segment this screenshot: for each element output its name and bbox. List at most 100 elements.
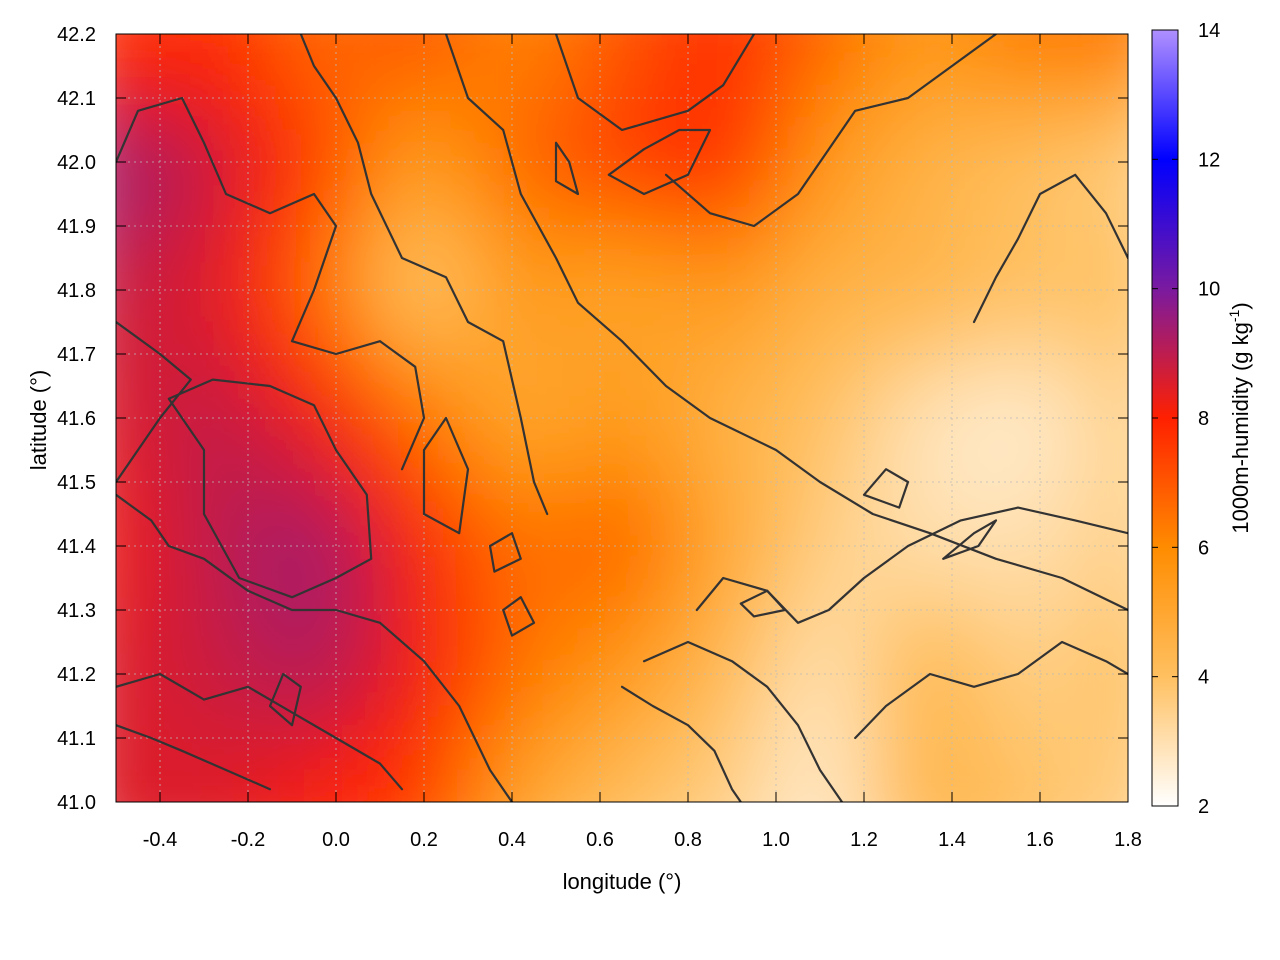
heatmap-cell xyxy=(577,545,601,579)
heatmap-cell xyxy=(467,321,491,355)
heatmap-cell xyxy=(555,385,579,419)
contour-line xyxy=(422,416,470,535)
heatmap-cell xyxy=(929,161,953,195)
heatmap-cell xyxy=(555,34,579,35)
heatmap-cell xyxy=(973,257,997,291)
heatmap-cell xyxy=(731,193,755,227)
heatmap-cell xyxy=(555,577,579,611)
heatmap-cell xyxy=(247,97,271,131)
heatmap-cell xyxy=(181,673,205,707)
heatmap-cell xyxy=(885,257,909,291)
heatmap-cell xyxy=(907,641,931,675)
heatmap-cell xyxy=(643,609,667,643)
heatmap-cell xyxy=(72,834,95,867)
heatmap-cell xyxy=(423,705,447,739)
y-tick-label: 41.8 xyxy=(57,280,96,302)
heatmap-cell xyxy=(159,481,183,515)
contour-line xyxy=(972,173,1128,324)
heatmap-cell xyxy=(137,289,161,323)
heatmap-cell xyxy=(885,321,909,355)
heatmap-cell xyxy=(467,513,491,547)
contour-line xyxy=(739,589,786,618)
heatmap-cell xyxy=(1017,225,1041,259)
heatmap-cell xyxy=(885,737,909,771)
heatmap-cell xyxy=(226,0,249,3)
heatmap-cell xyxy=(269,609,293,643)
heatmap-cell xyxy=(159,609,183,643)
heatmap-cell xyxy=(247,34,271,67)
heatmap-cell xyxy=(753,449,777,483)
contour-line xyxy=(554,141,580,196)
y-tick-label: 41.0 xyxy=(57,792,96,814)
heatmap-cell xyxy=(643,129,667,163)
heatmap-cell xyxy=(885,609,909,643)
heatmap-cell xyxy=(841,161,865,195)
x-tick-label: 0.0 xyxy=(322,829,350,851)
heatmap-cell xyxy=(401,769,425,802)
heatmap-cell xyxy=(687,161,711,195)
heatmap-cell xyxy=(511,513,535,547)
heatmap-cell xyxy=(599,545,623,579)
heatmap-cell xyxy=(1083,289,1107,323)
heatmap-cell xyxy=(1105,193,1128,227)
heatmap-cell xyxy=(1083,353,1107,387)
heatmap-cell xyxy=(643,737,667,771)
heatmap-cell xyxy=(379,545,403,579)
heatmap-cell xyxy=(885,641,909,675)
heatmap-cell xyxy=(335,257,359,291)
heatmap-cell xyxy=(599,577,623,611)
heatmap-cell xyxy=(270,0,293,3)
heatmap-cell xyxy=(687,129,711,163)
heatmap-cell xyxy=(731,129,755,163)
heatmap-cell xyxy=(753,385,777,419)
heatmap-cell xyxy=(269,513,293,547)
heatmap-cell xyxy=(665,225,689,259)
heatmap-cell xyxy=(203,161,227,195)
heatmap-cell xyxy=(599,193,623,227)
heatmap-cell xyxy=(116,193,139,227)
heatmap-cell xyxy=(621,353,645,387)
heatmap-cell xyxy=(379,289,403,323)
heatmap-cell xyxy=(225,641,249,675)
heatmap-cell xyxy=(753,737,777,771)
heatmap-cell xyxy=(1061,321,1085,355)
heatmap-cell xyxy=(116,641,117,675)
heatmap-cell xyxy=(1061,353,1085,387)
heatmap-cell xyxy=(929,257,953,291)
heatmap-cell xyxy=(863,737,887,771)
heatmap-cell xyxy=(995,161,1019,195)
heatmap-cell xyxy=(181,321,205,355)
heatmap-cell xyxy=(291,385,315,419)
heatmap-cell xyxy=(1083,161,1107,195)
heatmap-cell xyxy=(709,449,733,483)
heatmap-cell xyxy=(643,449,667,483)
heatmap-cell xyxy=(270,834,293,867)
heatmap-cell xyxy=(885,193,909,227)
heatmap-cell xyxy=(687,545,711,579)
heatmap-cell xyxy=(533,321,557,355)
heatmap-cell xyxy=(203,257,227,291)
heatmap-cell xyxy=(335,513,359,547)
heatmap-cell xyxy=(643,289,667,323)
heatmap-cell xyxy=(622,0,645,3)
heatmap-cell xyxy=(797,449,821,483)
heatmap-cell xyxy=(1083,257,1107,291)
heatmap-cell xyxy=(753,97,777,131)
heatmap-cell xyxy=(379,161,403,195)
heatmap-cell xyxy=(225,737,249,771)
heatmap-cell xyxy=(863,97,887,131)
heatmap-cell xyxy=(1105,353,1128,387)
heatmap-cell xyxy=(489,737,513,771)
heatmap-cell xyxy=(599,385,623,419)
heatmap-cell xyxy=(841,737,865,771)
heatmap-cell xyxy=(533,193,557,227)
heatmap-cell xyxy=(819,97,843,131)
heatmap-cell xyxy=(269,34,293,35)
heatmap-cell xyxy=(203,609,227,643)
heatmap-cell xyxy=(907,673,931,707)
heatmap-cell xyxy=(775,34,799,35)
heatmap-cell xyxy=(797,225,821,259)
heatmap-cell xyxy=(753,705,777,739)
heatmap-cell xyxy=(379,225,403,259)
contour-line xyxy=(444,34,1128,612)
